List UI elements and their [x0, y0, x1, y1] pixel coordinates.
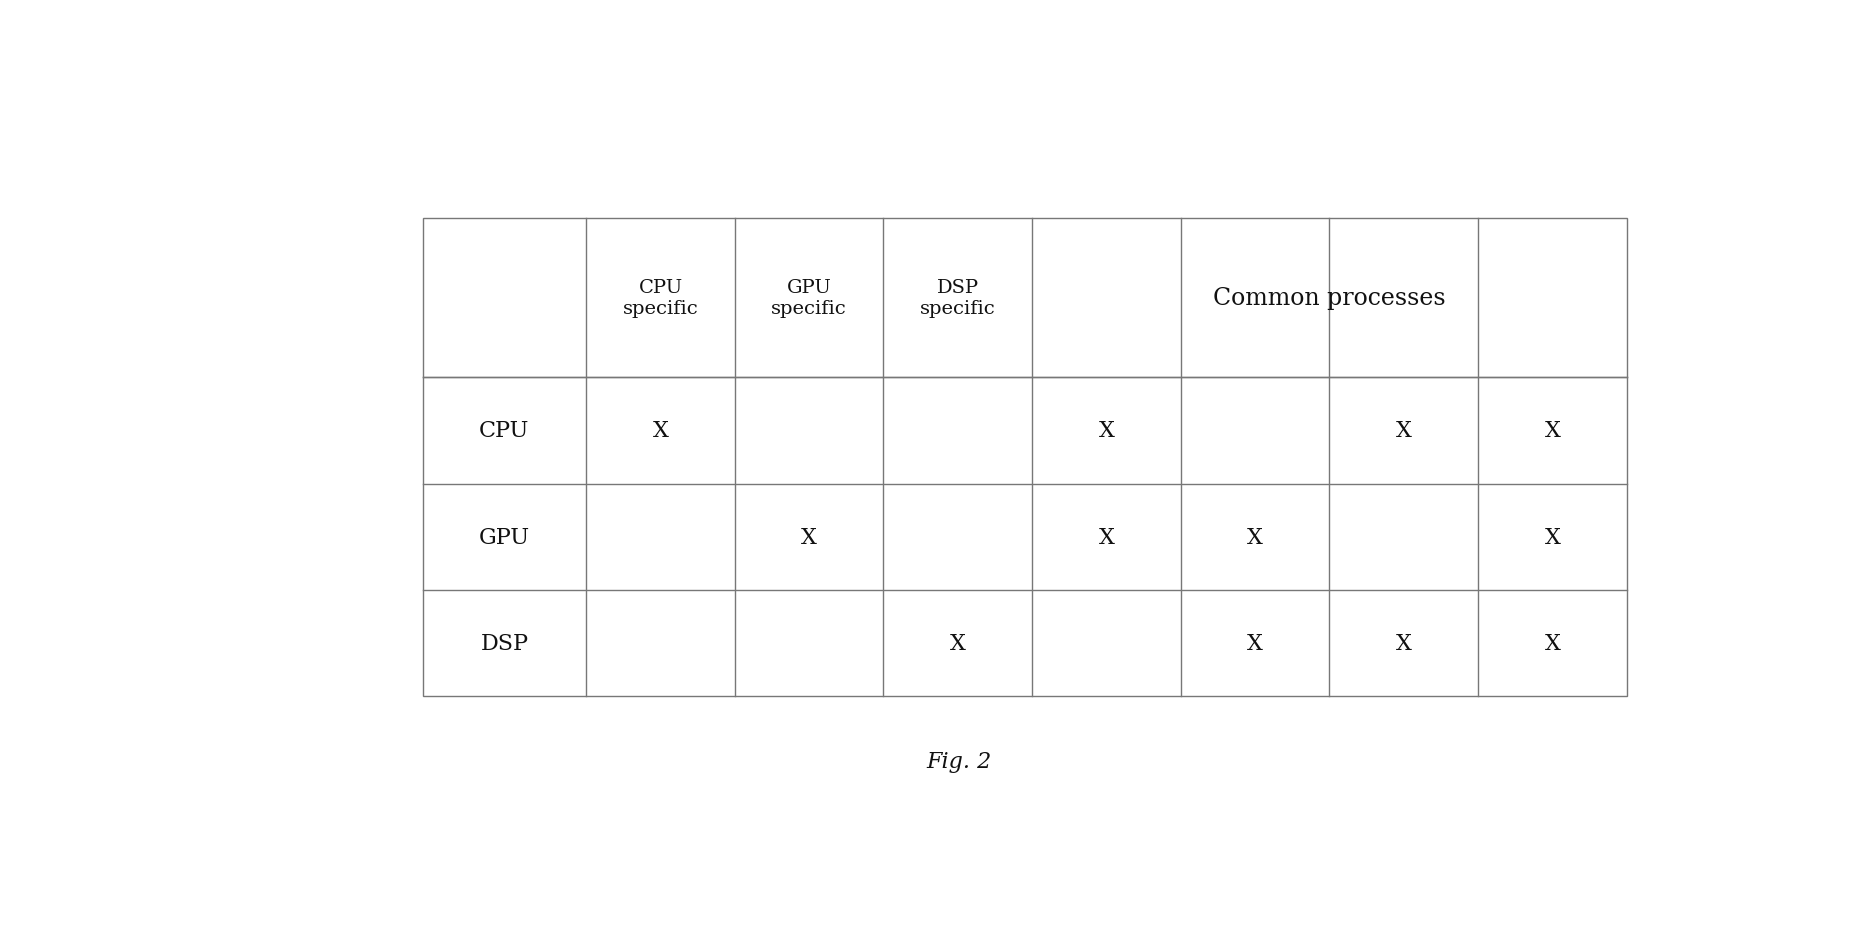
Text: DSP
specific: DSP specific	[919, 279, 996, 317]
Text: X: X	[1099, 420, 1114, 442]
Text: Common processes: Common processes	[1213, 286, 1445, 310]
Text: Fig. 2: Fig. 2	[927, 750, 992, 772]
Text: X: X	[1247, 527, 1264, 548]
Text: X: X	[801, 527, 816, 548]
Text: X: X	[1544, 420, 1561, 442]
Text: CPU
specific: CPU specific	[623, 279, 698, 317]
Text: GPU: GPU	[479, 527, 530, 548]
Text: X: X	[1544, 632, 1561, 654]
Text: X: X	[1544, 527, 1561, 548]
Bar	[423, 218, 1627, 696]
Text: DSP: DSP	[481, 632, 528, 654]
Text: GPU
specific: GPU specific	[771, 279, 846, 317]
Text: X: X	[1099, 527, 1114, 548]
Text: X: X	[949, 632, 966, 654]
Text: X: X	[653, 420, 668, 442]
Text: X: X	[1397, 420, 1411, 442]
Text: X: X	[1397, 632, 1411, 654]
Text: CPU: CPU	[479, 420, 530, 442]
Text: X: X	[1247, 632, 1264, 654]
